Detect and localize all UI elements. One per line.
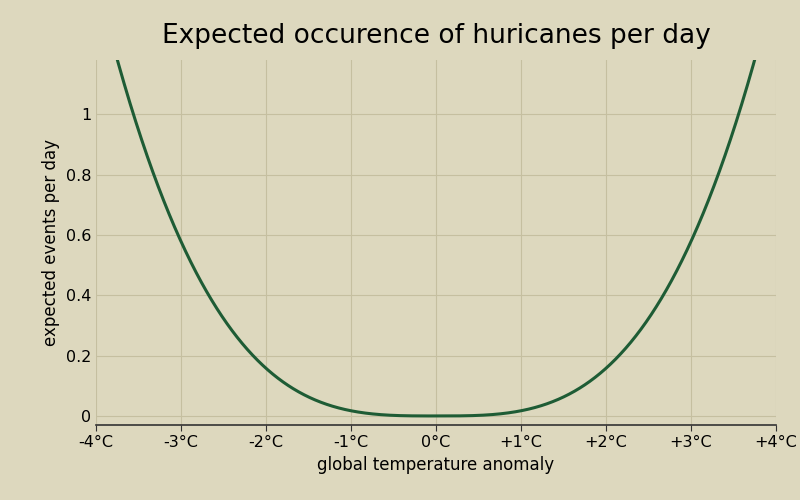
X-axis label: global temperature anomaly: global temperature anomaly xyxy=(318,456,554,474)
Title: Expected occurence of huricanes per day: Expected occurence of huricanes per day xyxy=(162,24,710,50)
Y-axis label: expected events per day: expected events per day xyxy=(42,139,60,346)
